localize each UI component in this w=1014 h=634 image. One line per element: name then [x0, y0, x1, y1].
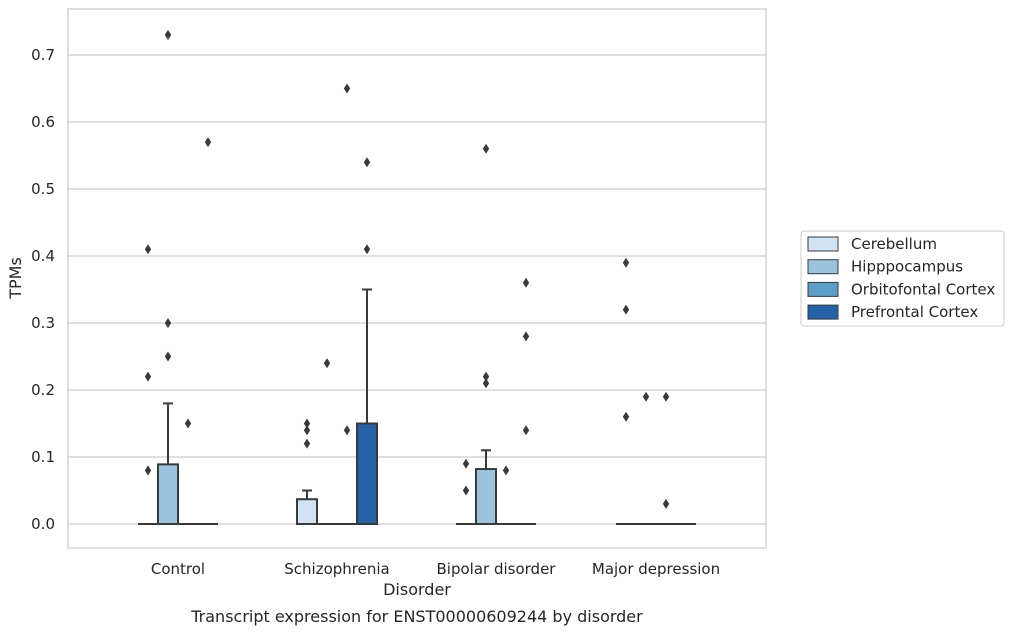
outlier-point: [522, 277, 530, 288]
outlier-point: [303, 425, 311, 436]
outlier-point: [303, 418, 311, 429]
legend-label: Hipppocampus: [851, 258, 963, 276]
box: [296, 498, 318, 525]
plot-frame: [67, 8, 767, 549]
gridlines: [68, 54, 766, 525]
y-tick-label: 0.3: [31, 314, 55, 332]
box-2-2: [496, 465, 516, 525]
y-tick-label: 0.5: [31, 180, 55, 198]
outlier-point: [184, 418, 192, 429]
outlier-point: [502, 465, 510, 476]
outlier-point: [164, 351, 172, 362]
outlier-point: [323, 358, 331, 369]
outlier-point: [462, 485, 470, 496]
outlier-point: [482, 371, 490, 382]
outlier-point: [144, 244, 152, 255]
outlier-point: [144, 371, 152, 382]
outlier-point: [522, 425, 530, 436]
chart-caption: Transcript expression for ENST0000060924…: [190, 607, 643, 626]
outlier-point: [363, 244, 371, 255]
box-0-3: [616, 257, 636, 525]
box-3-1: [356, 157, 378, 525]
outlier-point: [662, 391, 670, 402]
outlier-point: [522, 331, 530, 342]
outlier-point: [662, 498, 670, 509]
outlier-point: [363, 157, 371, 168]
outlier-point: [642, 391, 650, 402]
box-1-3: [636, 391, 656, 525]
box-1-2: [475, 143, 497, 525]
y-tick-label: 0.4: [31, 247, 55, 265]
box: [157, 463, 179, 525]
box-plot-marks: [138, 29, 696, 525]
legend-swatch: [807, 304, 839, 320]
legend-frame: [800, 230, 1005, 327]
y-tick-label: 0.0: [31, 515, 55, 533]
legend-swatch: [807, 281, 839, 297]
outlier-point: [622, 257, 630, 268]
box-3-2: [516, 277, 536, 525]
legend: Cerebellum Hipppocampus Orbitofontal Corte…: [800, 230, 1005, 327]
box-2-1: [337, 83, 357, 525]
box: [356, 422, 378, 525]
legend-swatch: [807, 259, 839, 275]
x-tick-label: Major depression: [592, 560, 720, 578]
box-0-1: [296, 418, 318, 525]
y-tick-label: 0.2: [31, 381, 55, 399]
box-1-0: [157, 29, 179, 525]
outlier-point: [164, 29, 172, 40]
y-tick-labels: 0.0 0.1 0.2 0.3 0.4 0.5 0.6 0.7: [31, 46, 55, 533]
outlier-point: [482, 143, 490, 154]
box-2-0: [178, 418, 198, 525]
legend-label: Cerebellum: [851, 235, 937, 253]
outlier-point: [343, 425, 351, 436]
y-tick-label: 0.7: [31, 46, 55, 64]
y-tick-label: 0.1: [31, 448, 55, 466]
outlier-point: [343, 83, 351, 94]
x-tick-label: Bipolar disorder: [437, 560, 557, 578]
outlier-point: [144, 465, 152, 476]
legend-label: Prefrontal Cortex: [851, 303, 978, 321]
outlier-point: [303, 438, 311, 449]
x-tick-label: Control: [151, 560, 205, 578]
outlier-point: [622, 304, 630, 315]
outlier-point: [622, 411, 630, 422]
box-0-2: [456, 458, 476, 525]
box-3-0: [198, 137, 218, 525]
x-tick-label: Schizophrenia: [284, 560, 389, 578]
box-1-1: [317, 358, 337, 525]
legend-swatch: [807, 236, 839, 252]
outlier-point: [462, 458, 470, 469]
outlier-point: [482, 378, 490, 389]
y-axis-label: TPMs: [6, 257, 25, 300]
outlier-point: [164, 318, 172, 328]
x-tick-labels: Control Schizophrenia Bipolar disorder Majo…: [151, 560, 720, 578]
outlier-point: [204, 137, 212, 148]
box: [475, 468, 497, 525]
box-2-3: [656, 391, 676, 525]
box-0-0: [138, 244, 158, 525]
y-tick-label: 0.6: [31, 113, 55, 131]
legend-label: Orbitofontal Cortex: [851, 280, 995, 298]
x-axis-label: Disorder: [383, 580, 451, 599]
